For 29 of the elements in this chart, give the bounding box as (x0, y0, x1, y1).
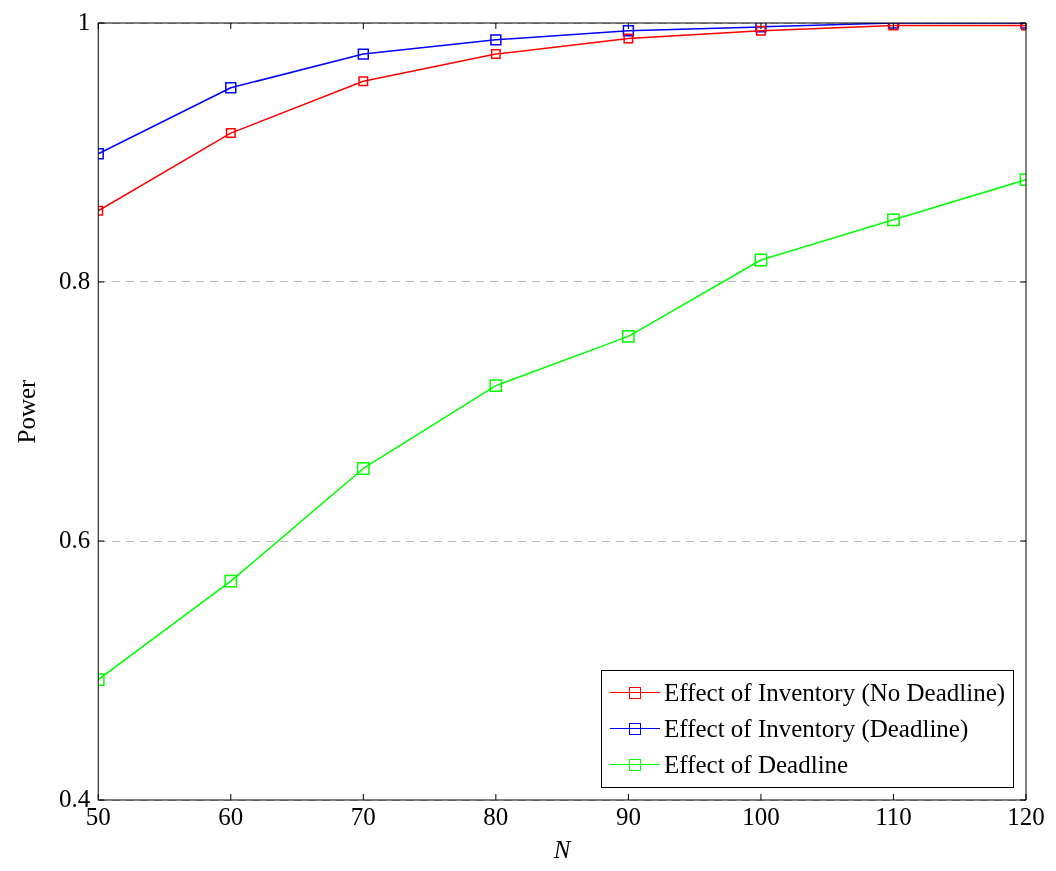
point (225, 82, 237, 94)
point (224, 574, 238, 588)
x-tick-label: 100 (742, 802, 780, 830)
point (225, 128, 236, 139)
x-tick-label: 80 (483, 802, 509, 830)
legend-label: Effect of Deadline (664, 751, 850, 779)
point (887, 213, 900, 227)
y-tick-label: 0.8 (59, 266, 91, 294)
point (490, 34, 502, 46)
x-tick-label: 60 (218, 802, 244, 830)
y-axis-title: Power (12, 378, 40, 444)
point (357, 48, 370, 60)
x-tick-label: 70 (350, 802, 376, 830)
point (754, 253, 768, 267)
x-axis-title: N (552, 835, 572, 863)
x-tick-label: 110 (875, 802, 912, 830)
point (490, 49, 501, 60)
point (489, 379, 503, 393)
x-tick-label: 90 (615, 802, 641, 830)
point (621, 329, 635, 343)
point (623, 33, 634, 44)
legend-label: Effect of Inventory (Deadline) (664, 715, 970, 743)
y-tick-label: 0.6 (59, 525, 91, 553)
point (358, 76, 369, 87)
point (622, 25, 635, 37)
legend-label: Effect of Inventory (No Deadline) (664, 679, 1006, 707)
point (356, 462, 370, 475)
x-tick-label: 120 (1007, 802, 1045, 830)
y-tick-label: 1 (77, 7, 91, 35)
